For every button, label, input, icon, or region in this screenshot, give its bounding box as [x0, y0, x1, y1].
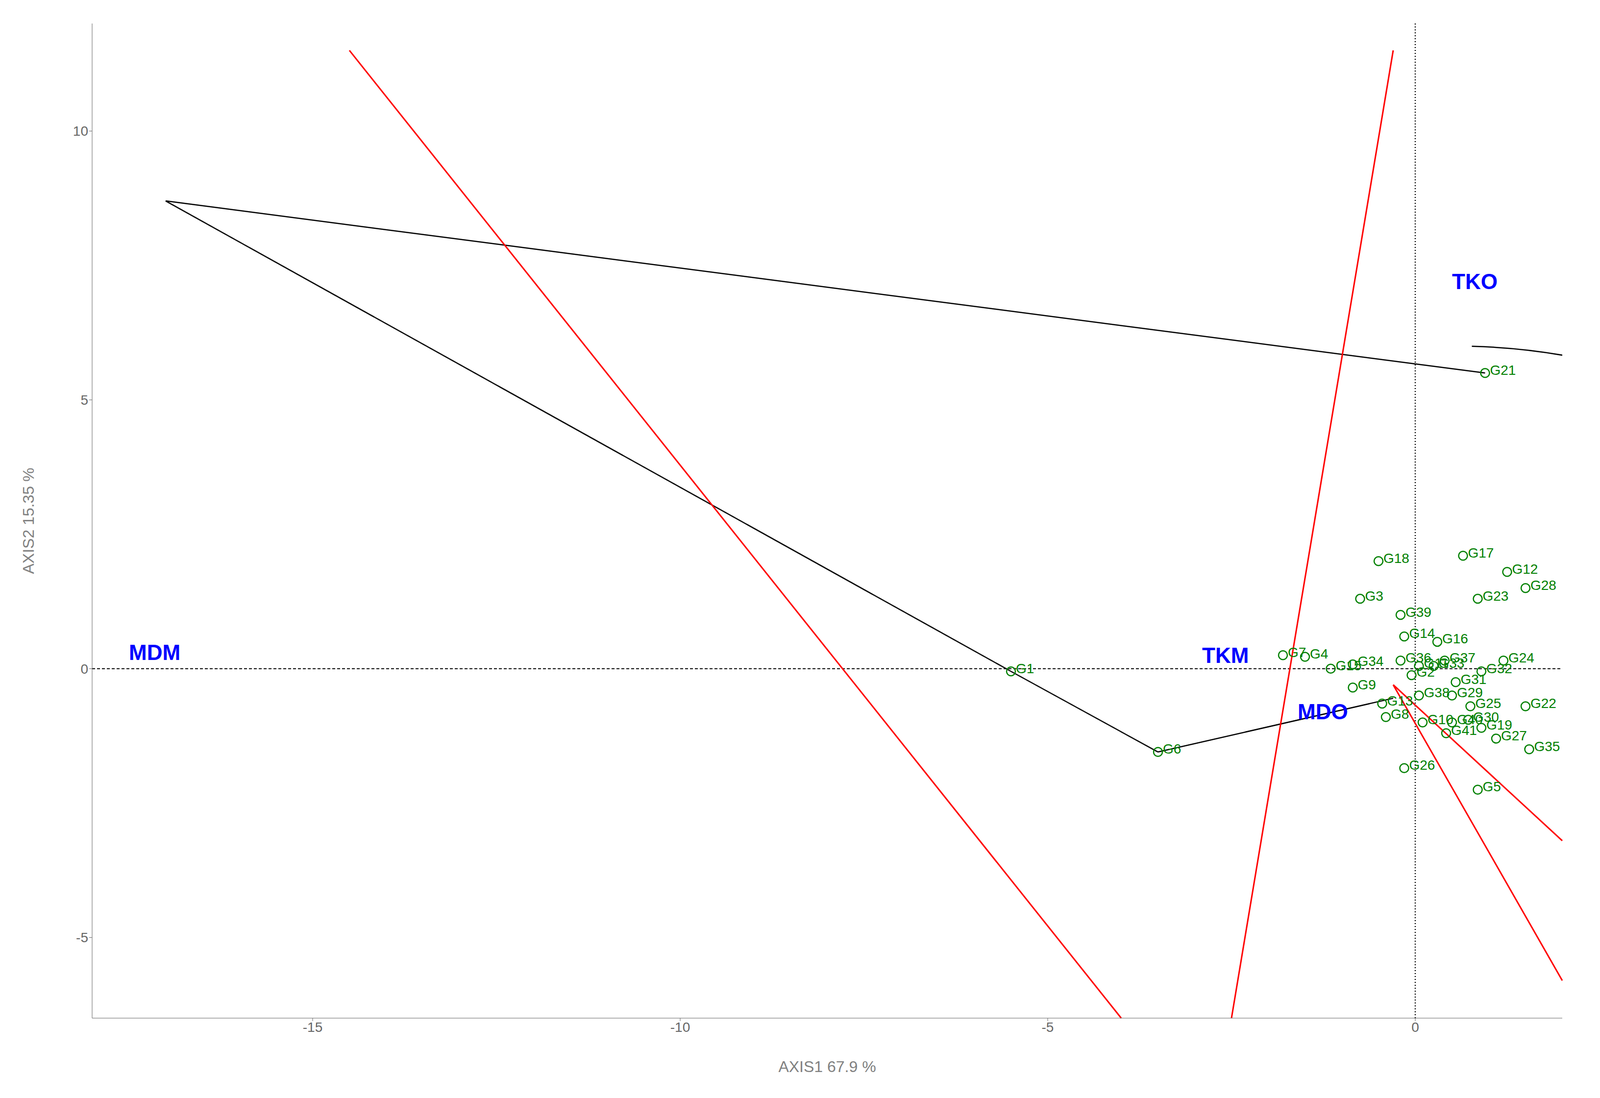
svg-text:G31: G31	[1460, 671, 1487, 688]
svg-text:G4: G4	[1309, 646, 1329, 662]
svg-text:G15: G15	[1335, 658, 1362, 674]
svg-text:G8: G8	[1390, 706, 1409, 722]
svg-text:G21: G21	[1490, 362, 1517, 378]
svg-text:-5: -5	[1041, 1019, 1055, 1035]
svg-text:-10: -10	[670, 1019, 690, 1035]
svg-text:AXIS1 67.9 %: AXIS1 67.9 %	[778, 1058, 876, 1076]
svg-text:G14: G14	[1409, 625, 1436, 641]
svg-text:G12: G12	[1512, 561, 1539, 577]
svg-text:G17: G17	[1468, 545, 1495, 561]
svg-text:G9: G9	[1357, 677, 1377, 693]
svg-text:TKM: TKM	[1202, 643, 1249, 668]
svg-text:G18: G18	[1383, 550, 1410, 567]
svg-text:G13: G13	[1387, 693, 1414, 709]
svg-text:G7: G7	[1287, 644, 1306, 661]
svg-text:0: 0	[80, 661, 89, 677]
svg-text:5: 5	[80, 392, 89, 408]
svg-text:G41: G41	[1451, 722, 1477, 739]
svg-text:G35: G35	[1534, 738, 1561, 755]
svg-text:G30: G30	[1473, 709, 1500, 725]
svg-text:G32: G32	[1486, 661, 1513, 677]
svg-text:G26: G26	[1409, 757, 1436, 773]
svg-text:G2: G2	[1416, 664, 1435, 680]
svg-text:G23: G23	[1482, 588, 1509, 604]
svg-text:G16: G16	[1442, 631, 1469, 647]
svg-text:MDO: MDO	[1297, 699, 1349, 724]
svg-text:TKO: TKO	[1452, 269, 1498, 294]
svg-text:0: 0	[1411, 1019, 1420, 1035]
svg-text:G28: G28	[1530, 577, 1557, 593]
svg-text:G29: G29	[1456, 685, 1483, 701]
svg-text:G39: G39	[1405, 604, 1432, 620]
svg-text:G3: G3	[1365, 588, 1384, 604]
svg-text:G38: G38	[1424, 685, 1451, 701]
svg-text:G24: G24	[1508, 650, 1535, 666]
svg-text:G33: G33	[1438, 655, 1465, 671]
svg-text:-15: -15	[302, 1019, 323, 1035]
svg-text:G27: G27	[1501, 728, 1527, 744]
svg-text:-5: -5	[75, 930, 89, 946]
svg-text:G22: G22	[1530, 695, 1557, 712]
svg-text:10: 10	[73, 123, 89, 139]
svg-text:G1: G1	[1015, 661, 1034, 677]
svg-text:MDM: MDM	[128, 640, 181, 665]
svg-text:G6: G6	[1162, 741, 1182, 757]
svg-text:G5: G5	[1482, 779, 1502, 795]
svg-text:AXIS2 15.35 %: AXIS2 15.35 %	[19, 467, 38, 574]
svg-text:G34: G34	[1357, 653, 1384, 669]
